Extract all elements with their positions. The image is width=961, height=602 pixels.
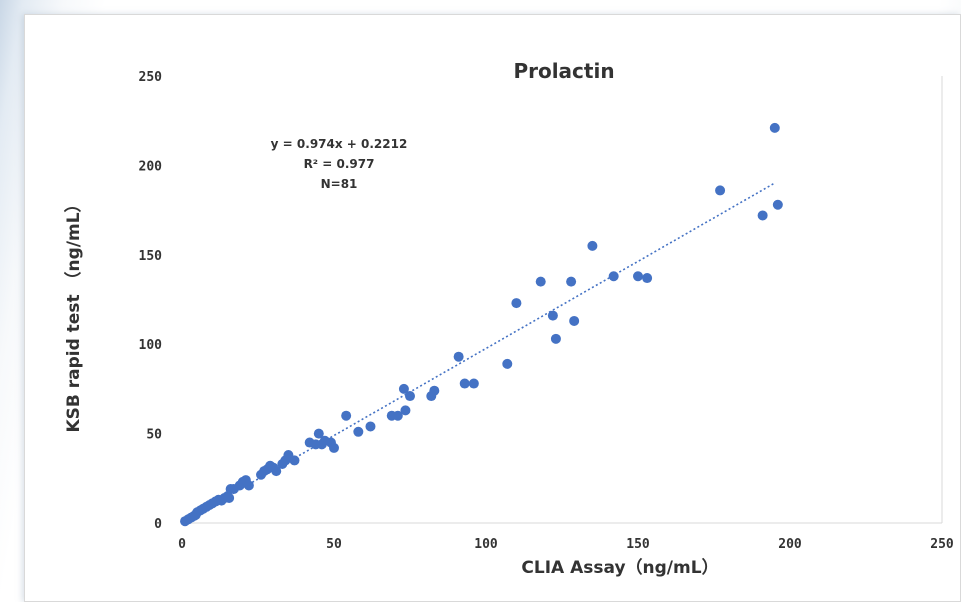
chart-frame [24, 14, 961, 602]
data-point [468, 378, 479, 389]
data-point [365, 421, 376, 432]
data-point [587, 240, 598, 251]
data-point [642, 273, 653, 284]
data-point [569, 315, 580, 326]
data-point [535, 276, 546, 287]
data-point [313, 428, 324, 439]
data-point [400, 405, 411, 416]
data-point [429, 385, 440, 396]
x-tick-label: 150 [626, 537, 650, 552]
annotation-line: R² = 0.977 [304, 157, 375, 171]
data-point [715, 185, 726, 196]
plot-area: 0 50 100 150 200 250 0 50 100 150 200 250 [139, 70, 954, 552]
annotation-line: N=81 [321, 177, 358, 191]
x-tick-label: 250 [930, 537, 954, 552]
chart-title: Prolactin [513, 59, 614, 83]
data-point [405, 391, 415, 402]
y-tick-label: 50 [146, 428, 162, 443]
data-point [511, 298, 522, 309]
data-point [566, 276, 577, 287]
data-point [243, 480, 254, 491]
data-point [224, 492, 235, 503]
y-tick-label: 200 [139, 159, 163, 174]
data-point [550, 333, 561, 344]
data-point [769, 122, 780, 133]
data-point [329, 442, 339, 453]
x-tick-label: 50 [326, 537, 342, 552]
y-tick-label: 100 [139, 338, 163, 353]
data-point [459, 378, 470, 389]
data-point [392, 410, 403, 421]
data-point [289, 455, 300, 466]
data-point [398, 383, 409, 394]
data-point [271, 466, 282, 477]
data-point [453, 351, 464, 362]
scatter-chart: Prolactin 0 50 100 150 200 250 0 50 100 150 200 250… [24, 14, 961, 602]
x-tick-label: 0 [178, 537, 186, 552]
y-tick-label: 0 [154, 517, 162, 532]
data-point [608, 271, 619, 282]
annotation-line: y = 0.974x + 0.2212 [271, 137, 408, 151]
x-tick-label: 100 [474, 537, 498, 552]
x-axis-label: CLIA Assay（ng/mL） [521, 557, 718, 578]
data-point [633, 271, 643, 282]
y-axis-label: KSB rapid test （ng/mL） [63, 195, 84, 432]
data-point [547, 310, 558, 321]
y-tick-label: 250 [139, 70, 163, 85]
equation-annotations: y = 0.974x + 0.2212 R² = 0.977 N=81 [271, 137, 408, 191]
data-point [353, 426, 364, 437]
data-point [502, 358, 513, 369]
data-point [341, 410, 352, 421]
data-point [757, 210, 768, 221]
chart-card: Prolactin 0 50 100 150 200 250 0 50 100 150 200 250… [24, 14, 961, 602]
data-point [772, 199, 783, 210]
y-tick-label: 150 [139, 249, 163, 264]
x-tick-label: 200 [778, 537, 802, 552]
